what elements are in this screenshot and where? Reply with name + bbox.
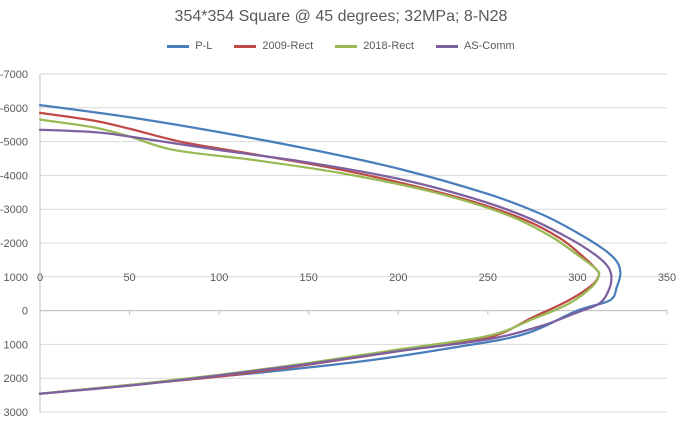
legend-label-p-l: P-L [195, 40, 213, 52]
y-tick-label: 2000 [4, 373, 28, 385]
x-tick-label: 100 [210, 272, 228, 284]
y-tick-label: -3000 [0, 204, 28, 216]
legend-item-2009-rect: 2009-Rect [234, 40, 313, 52]
y-tick-label: -5000 [0, 137, 28, 149]
y-tick-label: -7000 [0, 69, 28, 81]
y-tick-label: 0 [22, 306, 28, 318]
series-line-as-comm [38, 128, 613, 395]
legend-swatch-as-comm [435, 44, 458, 48]
legend-item-as-comm: AS-Comm [435, 40, 515, 52]
x-tick-label: 0 [37, 272, 43, 284]
legend-item-p-l: P-L [167, 40, 212, 52]
legend-label-2018-rect: 2018-Rect [363, 40, 414, 52]
y-tick-label: -6000 [0, 103, 28, 115]
x-tick-label: 150 [300, 272, 318, 284]
y-tick-label: 3000 [4, 407, 28, 419]
legend-label-2009-rect: 2009-Rect [262, 40, 314, 52]
x-tick-label: 200 [389, 272, 407, 284]
series-line-2009-rect [38, 111, 601, 395]
x-tick-label: 50 [123, 272, 135, 284]
y-tick-label: 1000 [4, 272, 28, 284]
series-line-p-l [38, 103, 622, 395]
chart-legend: P-L 2009-Rect 2018-Rect AS-Comm [0, 40, 682, 52]
series-line-2018-rect [38, 118, 601, 395]
legend-label-as-comm: AS-Comm [463, 40, 515, 52]
y-tick-label: -2000 [0, 238, 28, 250]
legend-swatch-p-l [167, 44, 190, 48]
y-tick-label: 1000 [4, 339, 28, 351]
chart-title: 354*354 Square @ 45 degrees; 32MPa; 8-N2… [174, 8, 508, 25]
x-tick-label: 300 [568, 272, 586, 284]
y-tick-label: -4000 [0, 170, 28, 182]
legend-swatch-2018-rect [335, 44, 358, 48]
x-tick-label: 350 [658, 272, 676, 284]
x-tick-label: 250 [479, 272, 497, 284]
legend-item-2018-rect: 2018-Rect [335, 40, 414, 52]
legend-swatch-2009-rect [234, 44, 257, 48]
